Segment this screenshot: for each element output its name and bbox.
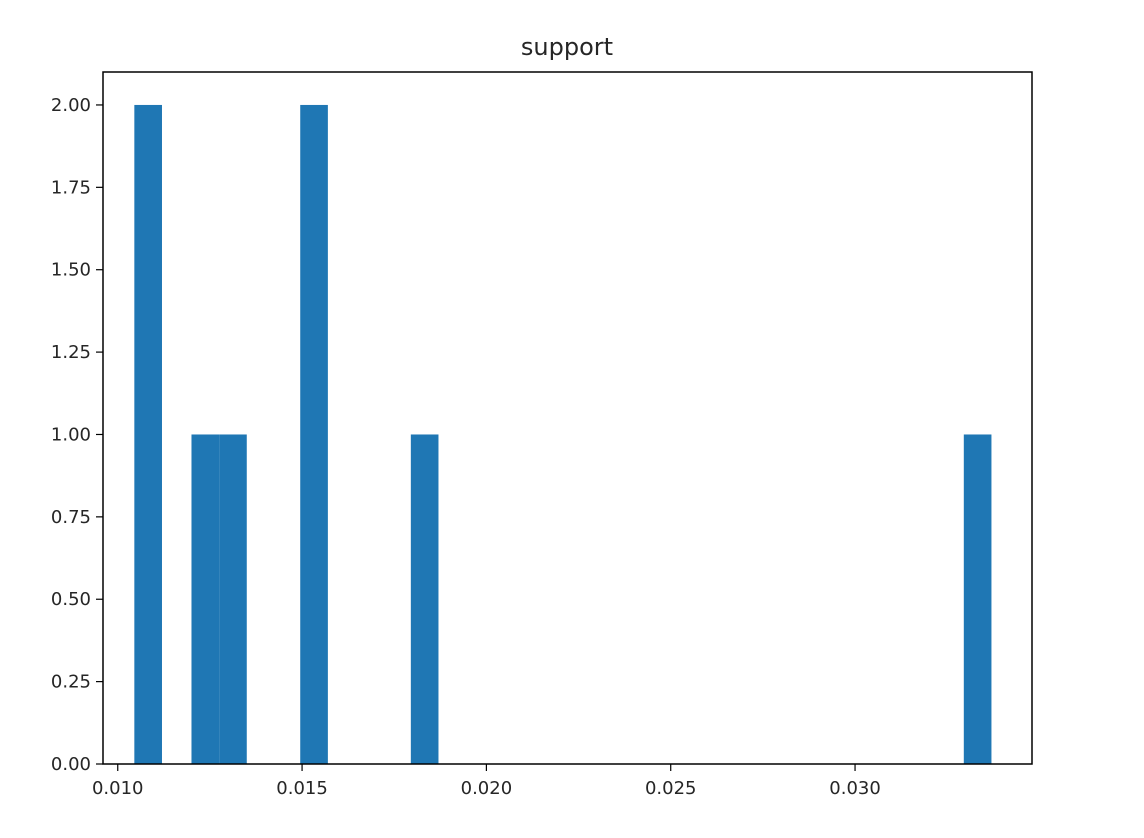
histogram-bar-2	[219, 434, 247, 764]
y-tick-label-5: 1.25	[51, 342, 91, 363]
histogram-bar-5	[963, 434, 992, 764]
histogram-bar-4	[410, 434, 439, 764]
x-tick-label-0: 0.010	[92, 778, 144, 799]
y-axis-ticks: 0.00 0.25 0.50 0.75 1.00 1.25 1.50 1.75 2.00	[51, 95, 103, 775]
histogram-bar-3	[300, 104, 328, 764]
y-tick-label-3: 0.75	[51, 507, 91, 528]
chart-title: support	[521, 33, 613, 61]
x-tick-label-1: 0.015	[276, 778, 328, 799]
y-tick-label-0: 0.00	[51, 754, 91, 775]
plot-area-frame	[102, 71, 1033, 765]
y-tick-label-7: 1.75	[51, 177, 91, 198]
x-tick-label-3: 0.025	[645, 778, 697, 799]
y-tick-label-6: 1.50	[51, 260, 91, 281]
x-tick-label-2: 0.020	[461, 778, 513, 799]
y-tick-label-4: 1.00	[51, 424, 91, 445]
y-tick-label-1: 0.25	[51, 672, 91, 693]
y-tick-label-2: 0.50	[51, 589, 91, 610]
bars-group	[134, 104, 992, 764]
histogram-bar-0	[134, 104, 162, 764]
x-tick-label-4: 0.030	[829, 778, 881, 799]
y-tick-label-8: 2.00	[51, 95, 91, 116]
histogram-bar-1	[191, 434, 220, 764]
x-axis-ticks: 0.010 0.015 0.020 0.025 0.030	[92, 764, 881, 799]
